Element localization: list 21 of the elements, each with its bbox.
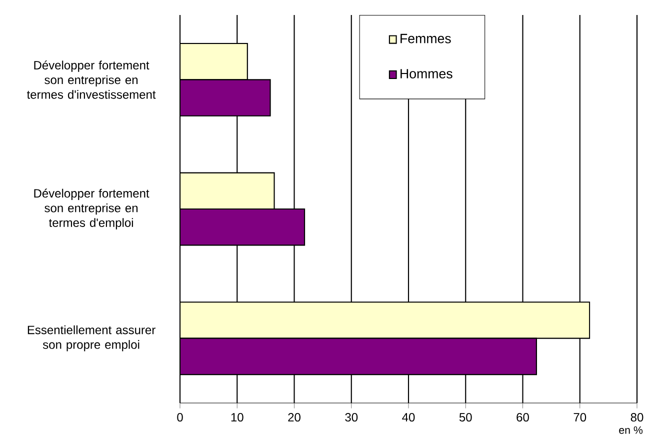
y-tick-label: Développer fortement son entreprise en termes d'investissement: [26, 60, 156, 99]
x-tick-label: 30: [345, 413, 358, 422]
bar: [180, 208, 306, 246]
x-tick-label: 40: [402, 413, 415, 422]
bar: [180, 302, 590, 339]
bar: [180, 338, 537, 376]
x-tick-label: 0: [177, 413, 183, 422]
x-tick-label: 10: [231, 413, 244, 422]
x-tick-label: 70: [574, 413, 586, 422]
bar: [180, 42, 248, 80]
x-tick-label: 50: [459, 413, 472, 422]
bar: [180, 79, 271, 116]
y-tick-label: Essentiellement assurer son propre emploi: [28, 325, 156, 352]
x-tick-label: 20: [288, 413, 300, 422]
y-tick-label: Développer fortement son entreprise en termes d'emploi: [34, 188, 150, 230]
legend-label: Hommes: [400, 69, 452, 78]
x-tick-label: 60: [516, 413, 529, 422]
x-axis-title: en %: [619, 426, 643, 434]
bar: [180, 172, 275, 210]
x-tick-label: 80: [630, 413, 644, 422]
legend-label: Femmes: [400, 34, 451, 44]
